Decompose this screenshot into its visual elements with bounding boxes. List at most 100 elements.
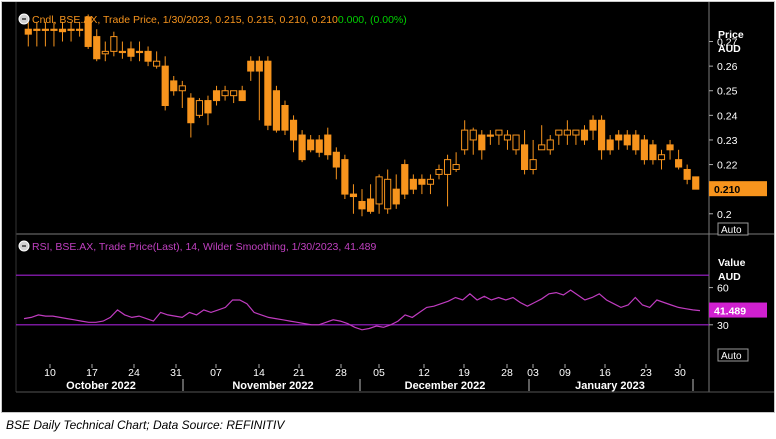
price-tick-label: 0.27 bbox=[717, 37, 738, 49]
candle-body bbox=[521, 144, 529, 170]
candle-body bbox=[401, 164, 409, 195]
x-tick-label: 17 bbox=[86, 367, 98, 379]
x-tick-label: 28 bbox=[501, 367, 513, 379]
rsi-legend-text: RSI, BSE.AX, Trade Price(Last), 14, Wild… bbox=[32, 241, 377, 253]
candle-body bbox=[392, 188, 400, 205]
candle-body bbox=[443, 159, 452, 175]
candle-body bbox=[238, 90, 246, 102]
price-auto-button bbox=[717, 222, 749, 236]
x-tick-label: 30 bbox=[674, 367, 686, 379]
candle-body bbox=[93, 36, 101, 60]
month-label: December 2022 bbox=[405, 380, 486, 392]
price-axis-title: Price bbox=[718, 29, 744, 41]
technical-chart: 0.20.210.220.230.240.250.260.27PriceAUD0… bbox=[15, 2, 774, 393]
candle-body bbox=[495, 129, 503, 136]
rsi-line bbox=[23, 289, 701, 331]
candle-body bbox=[298, 134, 306, 161]
x-tick-label: 09 bbox=[559, 367, 571, 379]
candle-body bbox=[255, 60, 263, 72]
candle-body bbox=[307, 139, 315, 151]
candle-body bbox=[366, 198, 375, 212]
candle-body bbox=[692, 176, 700, 190]
candle-body bbox=[649, 144, 657, 161]
price-tick-label: 0.26 bbox=[717, 61, 738, 73]
candle-body bbox=[623, 134, 631, 146]
candle-body bbox=[135, 50, 144, 54]
candle-body bbox=[58, 28, 67, 33]
candle-body bbox=[289, 119, 298, 141]
last-price-label: 0.210 bbox=[714, 184, 740, 196]
candle-body bbox=[41, 28, 49, 31]
price-axis-unit: AUD bbox=[718, 43, 741, 55]
rsi-auto-button bbox=[717, 348, 749, 362]
candle-body bbox=[118, 50, 126, 54]
candle-body bbox=[187, 97, 195, 124]
candle-body bbox=[555, 129, 563, 136]
candle-body bbox=[572, 129, 580, 136]
candle-body bbox=[170, 80, 178, 92]
candle-body bbox=[486, 134, 494, 137]
candle-body bbox=[272, 90, 281, 131]
rsi-axis-unit: AUD bbox=[718, 271, 741, 283]
candle-body bbox=[426, 178, 435, 185]
x-tick-label: 23 bbox=[640, 367, 652, 379]
candle-body bbox=[683, 168, 691, 180]
price-tick-label: 0.23 bbox=[717, 135, 738, 147]
candle-body bbox=[281, 105, 289, 131]
candle-body bbox=[349, 193, 358, 198]
price-legend-text: Cndl, BSE.AX, Trade Price, 1/30/2023, 0.… bbox=[32, 14, 338, 26]
candle-body bbox=[264, 60, 272, 126]
candle-body bbox=[538, 144, 546, 151]
candle-body bbox=[418, 178, 426, 185]
rsi-tick-label: 30 bbox=[717, 320, 729, 332]
last-rsi-label: 41.489 bbox=[714, 306, 746, 318]
candle-body bbox=[221, 90, 229, 97]
candle-body bbox=[563, 129, 571, 136]
chart-frame: 0.20.210.220.230.240.250.260.27PriceAUD0… bbox=[1, 1, 775, 413]
candle-body bbox=[204, 100, 212, 114]
candle-body bbox=[469, 129, 477, 141]
candle-body bbox=[76, 28, 84, 31]
x-tick-label: 05 bbox=[373, 367, 385, 379]
candle-body bbox=[101, 50, 109, 55]
candle-body bbox=[84, 16, 92, 47]
candle-body bbox=[315, 139, 323, 153]
rsi-auto-label: Auto bbox=[721, 351, 742, 362]
candle-body bbox=[675, 159, 683, 168]
candle-body bbox=[598, 119, 606, 151]
candle-body bbox=[657, 154, 666, 161]
candle-body bbox=[144, 50, 152, 62]
x-tick-label: 16 bbox=[599, 367, 611, 379]
candle-body bbox=[358, 200, 366, 210]
candle-body bbox=[50, 28, 58, 31]
chart-caption: BSE Daily Technical Chart; Data Source: … bbox=[6, 418, 285, 432]
candle-body bbox=[461, 129, 469, 151]
candle-body bbox=[230, 90, 238, 97]
rsi-tick-label: 60 bbox=[717, 283, 729, 295]
candle-body bbox=[580, 129, 589, 141]
candle-body bbox=[33, 28, 41, 31]
candle-body bbox=[332, 151, 340, 168]
candle-body bbox=[546, 139, 554, 151]
price-auto-label: Auto bbox=[721, 225, 742, 236]
candle-body bbox=[435, 168, 443, 175]
x-tick-label: 19 bbox=[458, 367, 470, 379]
candle-body bbox=[529, 159, 537, 170]
candle-body bbox=[452, 164, 460, 170]
candle-body bbox=[384, 178, 392, 210]
rsi-axis-title: Value bbox=[718, 257, 746, 269]
candle-body bbox=[606, 139, 614, 151]
x-tick-label: 03 bbox=[527, 367, 539, 379]
candle-body bbox=[615, 134, 623, 141]
candle-body bbox=[247, 60, 255, 72]
candle-body bbox=[375, 176, 383, 205]
x-tick-label: 24 bbox=[128, 367, 140, 379]
candle-body bbox=[478, 134, 486, 151]
price-tick-label: 0.24 bbox=[717, 110, 738, 122]
candle-body bbox=[409, 178, 417, 190]
candle-body bbox=[589, 119, 597, 131]
month-label: November 2022 bbox=[232, 380, 313, 392]
candle-body bbox=[341, 159, 349, 195]
month-label: January 2023 bbox=[575, 380, 645, 392]
candle-body bbox=[24, 28, 32, 35]
